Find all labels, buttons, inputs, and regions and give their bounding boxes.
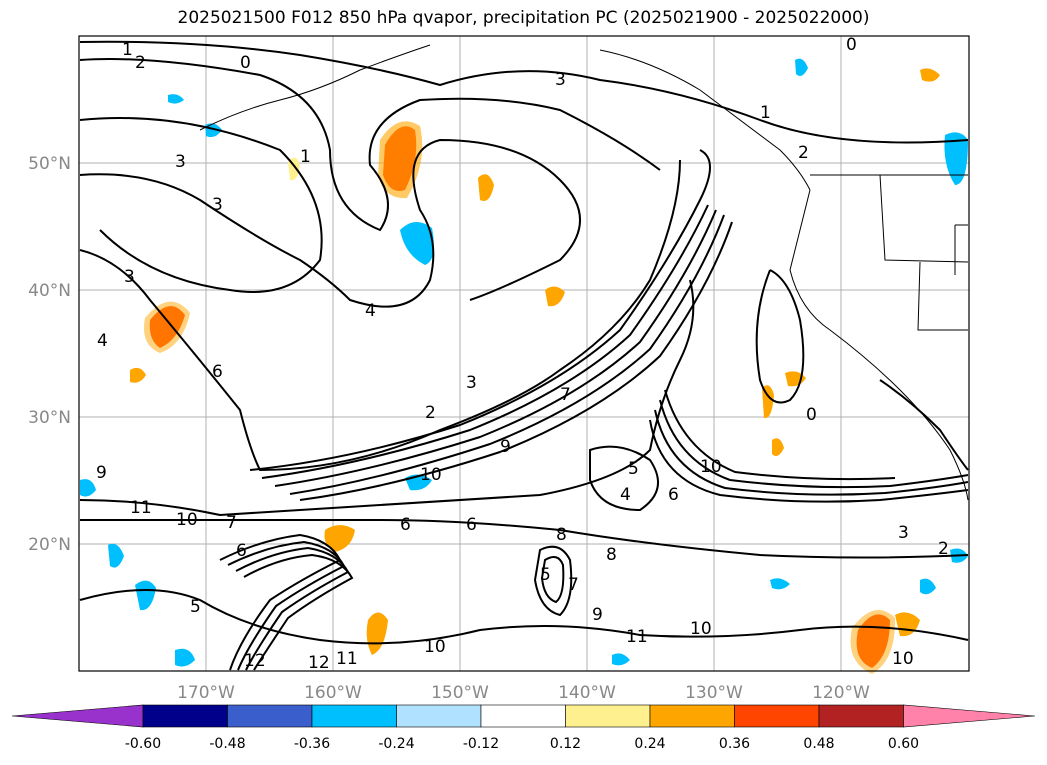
- contour-label: 9: [96, 463, 107, 483]
- lon-label: 120°W: [812, 683, 870, 703]
- colorbar-tick-label: 0.12: [550, 736, 581, 752]
- contour-label: 6: [236, 541, 247, 561]
- contour-label: 2: [425, 403, 436, 423]
- colorbar-tick-label: -0.12: [463, 736, 499, 752]
- contour-lines: [79, 40, 969, 671]
- contour-label: 0: [846, 35, 857, 55]
- contour-label: 2: [135, 53, 146, 73]
- contour-label: 9: [592, 605, 603, 625]
- map-title: 2025021500 F012 850 hPa qvapor, precipit…: [177, 8, 870, 28]
- coastlines: [199, 44, 969, 501]
- colorbar-tick-labels: -0.60 -0.48 -0.36 -0.24 -0.12 0.12 0.24 0.36 0.4…: [125, 736, 919, 752]
- colorbar-segment: [142, 704, 228, 728]
- contour-label: 3: [555, 70, 566, 90]
- contour-label: 10: [424, 637, 446, 657]
- contour-label: 6: [212, 362, 223, 382]
- lat-label: 40°N: [28, 281, 71, 301]
- contour-label: 3: [212, 195, 223, 215]
- colorbar-segment: [227, 704, 313, 728]
- contour-label: 5: [540, 565, 551, 585]
- colorbar-segment: [649, 704, 735, 728]
- contour-label: 5: [190, 597, 201, 617]
- colorbar-tick-label: -0.24: [378, 736, 414, 752]
- colorbar-tick-label: 0.24: [634, 736, 665, 752]
- contour-label: 4: [620, 485, 631, 505]
- contour-label: 3: [898, 523, 909, 543]
- contour-label: 10: [690, 619, 712, 639]
- lon-label: 150°W: [431, 683, 489, 703]
- contour-label: 11: [626, 627, 648, 647]
- lon-label: 170°W: [177, 683, 235, 703]
- contour-label: 5: [628, 459, 639, 479]
- contour-label: 2: [798, 143, 809, 163]
- colorbar-segment: [311, 704, 397, 728]
- contour-label: 6: [400, 515, 411, 535]
- contour-label: 3: [175, 152, 186, 172]
- lon-label: 160°W: [304, 683, 362, 703]
- contour-label: 4: [365, 301, 376, 321]
- colorbar-tick-label: 0.36: [719, 736, 750, 752]
- contour-label: 6: [466, 515, 477, 535]
- contour-label: 1: [760, 103, 771, 123]
- contour-label: 10: [700, 457, 722, 477]
- colorbar-extend-left: [11, 704, 144, 728]
- contour-label: 7: [568, 575, 579, 595]
- colorbar-extend-right: [903, 704, 1036, 728]
- contour-label: 3: [466, 373, 477, 393]
- colorbar-tick-label: 0.48: [803, 736, 834, 752]
- colorbar-segment: [565, 704, 651, 728]
- contour-label: 4: [97, 331, 108, 351]
- contour-label: 12: [244, 651, 266, 671]
- colorbar: [11, 704, 1036, 728]
- colorbar-segment: [818, 704, 904, 728]
- contour-label: 11: [336, 649, 358, 669]
- lat-label: 30°N: [28, 408, 71, 428]
- lon-label: 140°W: [558, 683, 616, 703]
- contour-label: 1: [300, 147, 311, 167]
- colorbar-tick-label: -0.60: [125, 736, 161, 752]
- contour-label: 1: [122, 40, 133, 60]
- colorbar-tick-label: -0.36: [294, 736, 330, 752]
- colorbar-segment: [480, 704, 566, 728]
- contour-label: 0: [240, 53, 251, 73]
- contour-label: 6: [668, 485, 679, 505]
- contour-label: 7: [226, 513, 237, 533]
- contour-label: 8: [556, 525, 567, 545]
- contour-label: 10: [420, 465, 442, 485]
- contour-label: 8: [606, 545, 617, 565]
- contour-label-group: 1 2 0 0 3 1 2 3 3 3 4 4 6 3 2 9 11 10 7 …: [96, 35, 949, 673]
- lon-label: 130°W: [685, 683, 743, 703]
- contour-label: 10: [176, 510, 198, 530]
- colorbar-segment: [396, 704, 482, 728]
- contour-label: 7: [560, 385, 571, 405]
- contour-label: 10: [892, 649, 914, 669]
- graticule: [79, 36, 969, 671]
- colorbar-tick-label: -0.48: [209, 736, 245, 752]
- contour-label: 2: [938, 539, 949, 559]
- contour-label: 12: [308, 653, 330, 673]
- colorbar-segment: [734, 704, 820, 728]
- lat-label: 50°N: [28, 154, 71, 174]
- colorbar-tick-label: 0.60: [888, 736, 919, 752]
- lat-label: 20°N: [28, 535, 71, 555]
- contour-label: 11: [130, 498, 152, 518]
- contour-label: 3: [124, 267, 135, 287]
- contour-label: 0: [806, 405, 817, 425]
- contour-label: 9: [500, 437, 511, 457]
